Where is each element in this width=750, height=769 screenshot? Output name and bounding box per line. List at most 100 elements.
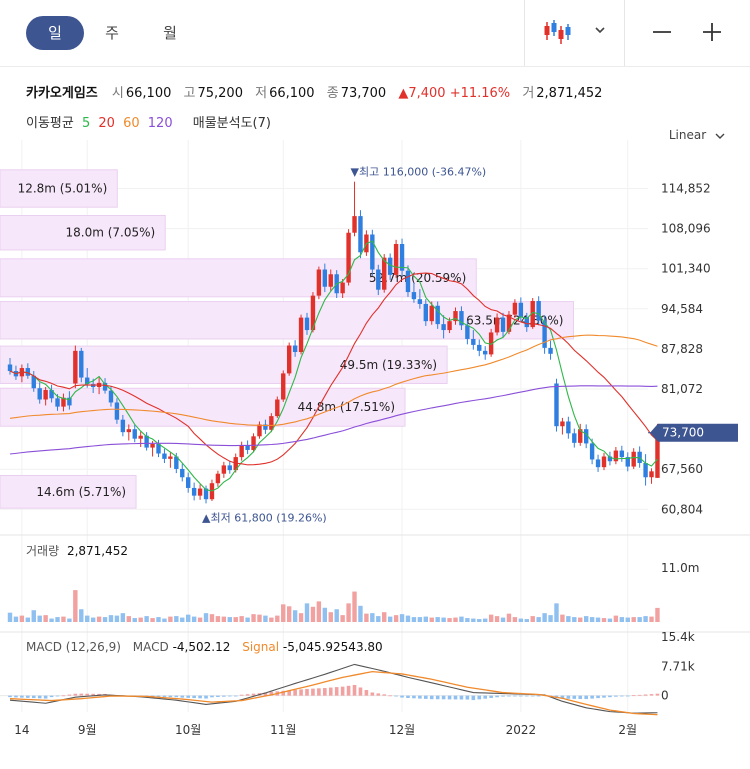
candle (251, 436, 256, 450)
candle (286, 345, 292, 374)
macd-histogram-bar (513, 695, 517, 697)
candle (613, 450, 619, 462)
macd-histogram-bar (67, 694, 72, 696)
moving-average-label[interactable]: 이동평균 (26, 116, 74, 131)
minus-icon[interactable] (650, 20, 674, 44)
candle (393, 244, 399, 275)
macd-histogram-bar (412, 695, 416, 699)
volume-bar (67, 618, 72, 622)
macd-histogram-bar (530, 695, 535, 697)
candle (471, 338, 476, 345)
volume-bar (595, 617, 601, 622)
tab-monthly[interactable]: 월 (163, 24, 177, 42)
macd-histogram-bar (55, 695, 60, 697)
candle (411, 292, 417, 300)
macd-histogram-bar (233, 695, 238, 697)
macd-histogram-bar (150, 695, 155, 697)
candle (488, 332, 494, 355)
volume-bar (471, 618, 476, 622)
candle (239, 445, 244, 458)
open-label: 시 (111, 86, 124, 101)
volume-bar (530, 616, 535, 622)
volume-bar (215, 616, 221, 622)
close-value: 73,700 (340, 86, 387, 101)
change-percent: +11.16% (449, 86, 511, 101)
candle (191, 487, 197, 496)
volume-profile-label[interactable]: 매물분석도(7) (192, 116, 271, 131)
volume-bar (108, 615, 114, 622)
candle (197, 488, 203, 496)
tab-weekly[interactable]: 주 (105, 24, 119, 42)
volume-bar (382, 612, 387, 622)
candle (447, 321, 452, 331)
macd-histogram-bar (620, 695, 624, 697)
scale-mode-label: Linear (668, 128, 707, 142)
volume-bar (322, 607, 328, 622)
candle (150, 444, 155, 448)
candlestick-icon[interactable] (543, 18, 573, 46)
volume-bar (197, 617, 203, 622)
volume-bar (512, 617, 518, 622)
low-label: 저 (255, 86, 268, 101)
volume-bar (399, 614, 405, 622)
macd-histogram-bar (370, 692, 375, 696)
candle (328, 274, 333, 287)
close-label: 종 (326, 86, 339, 101)
volume-label: 거 (522, 86, 535, 101)
candle (500, 317, 506, 332)
chevron-down-icon[interactable] (592, 22, 608, 38)
candle (453, 311, 458, 322)
macd-histogram-bar (418, 695, 422, 699)
volume-bar (453, 617, 458, 622)
candle (583, 429, 589, 444)
chevron-down-icon (715, 133, 725, 139)
price-tick-label: 87,828 (661, 342, 703, 356)
candle (560, 421, 565, 427)
volume-bar (251, 614, 256, 622)
volume-bar (174, 616, 179, 622)
volume-bar (328, 612, 333, 622)
candle (387, 257, 393, 275)
candle (7, 364, 13, 372)
volume-bar (483, 618, 488, 622)
candle (429, 305, 434, 322)
candle (298, 317, 304, 353)
volume-bar (150, 618, 155, 622)
candle (405, 270, 411, 293)
volume-bar (417, 617, 423, 622)
plus-icon[interactable] (700, 20, 724, 44)
macd-histogram-bar (435, 695, 440, 700)
volume-bar (494, 616, 500, 622)
volume-bar (25, 617, 31, 622)
candle (649, 471, 654, 478)
volume-bar (352, 591, 357, 622)
scale-mode-dropdown[interactable]: Linear (669, 128, 726, 142)
price-tick-label: 81,072 (661, 382, 703, 396)
volume-bar (488, 614, 494, 622)
macd-histogram-bar (477, 695, 482, 700)
macd-histogram-bar (566, 695, 571, 699)
tab-daily[interactable]: 일 (26, 16, 84, 50)
volume-profile-label: 49.5m (19.33%) (340, 358, 437, 372)
volume-bar (275, 615, 280, 622)
volume-bar (548, 615, 553, 622)
macd-histogram-bar (554, 695, 559, 698)
candle (79, 350, 84, 378)
macd-tick-label: 15.4k (661, 630, 695, 644)
macd-line (9, 663, 658, 714)
volume-bar (477, 619, 482, 622)
macd-line-value: -4,502.12 (172, 640, 231, 654)
toolbar-divider (524, 0, 525, 66)
volume-bar (239, 616, 244, 622)
macd-histogram-bar (376, 693, 381, 696)
volume-bar (263, 615, 268, 622)
volume-bar (180, 617, 185, 622)
volume-bar (90, 617, 96, 622)
macd-histogram-bar (340, 686, 345, 696)
ma20-line (9, 272, 658, 466)
macd-histogram-bar (625, 695, 630, 697)
low-value: 66,100 (269, 86, 315, 101)
volume-bar (286, 606, 292, 622)
macd-histogram-bar (560, 695, 565, 699)
